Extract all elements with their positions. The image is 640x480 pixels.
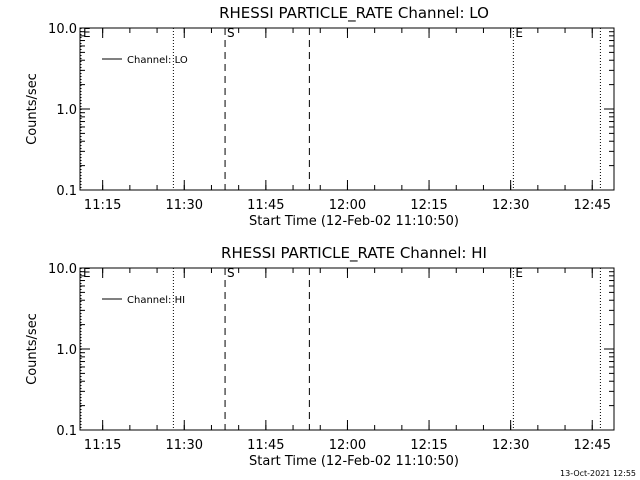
x-tick-label: 11:15 <box>84 438 121 453</box>
x-tick-label: 12:15 <box>410 438 447 453</box>
x-tick-label: 12:00 <box>329 198 366 213</box>
event-marker-label: E <box>83 26 91 40</box>
x-axis-label: Start Time (12-Feb-02 11:10:50) <box>249 214 459 229</box>
x-tick-label: 11:15 <box>84 198 121 213</box>
chart-panel-2: RHESSI PARTICLE_RATE Channel: HI 0.1 1.0 10… <box>25 244 615 469</box>
x-tick-label: 11:45 <box>247 198 284 213</box>
legend-entry: Channel: LO <box>127 55 188 66</box>
y-tick-label: 0.1 <box>56 184 77 199</box>
x-axis-label: Start Time (12-Feb-02 11:10:50) <box>249 454 459 469</box>
x-tick-label: 12:45 <box>574 198 611 213</box>
y-tick-label: 1.0 <box>56 103 77 118</box>
y-axis-label: Counts/sec <box>25 73 40 145</box>
x-tick-label: 12:30 <box>492 198 529 213</box>
y-axis-label: Counts/sec <box>25 313 40 385</box>
x-tick-label: 12:30 <box>492 438 529 453</box>
x-tick-label: 11:30 <box>166 438 203 453</box>
x-tick-label: 11:30 <box>166 198 203 213</box>
plot-frame <box>79 267 615 431</box>
event-marker-label: S <box>227 26 235 40</box>
event-marker-label: E <box>83 266 91 280</box>
chart-title: RHESSI PARTICLE_RATE Channel: LO <box>219 4 489 23</box>
event-marker-label: E <box>515 26 523 40</box>
legend-entry: Channel: HI <box>127 295 185 306</box>
x-tick-label: 12:15 <box>410 198 447 213</box>
x-tick-label: 11:45 <box>247 438 284 453</box>
event-marker-label: E <box>515 266 523 280</box>
plot-frame <box>79 27 615 191</box>
y-tick-label: 10.0 <box>48 262 77 277</box>
x-tick-label: 12:45 <box>574 438 611 453</box>
chart-title: RHESSI PARTICLE_RATE Channel: HI <box>221 244 487 263</box>
footer-timestamp: 13-Oct-2021 12:55 <box>560 469 636 478</box>
y-tick-label: 10.0 <box>48 22 77 37</box>
y-tick-label: 0.1 <box>56 424 77 439</box>
event-marker-label: S <box>227 266 235 280</box>
y-tick-label: 1.0 <box>56 343 77 358</box>
chart-panel-1: RHESSI PARTICLE_RATE Channel: LO 0.1 1.0 10… <box>25 4 615 229</box>
x-tick-label: 12:00 <box>329 438 366 453</box>
